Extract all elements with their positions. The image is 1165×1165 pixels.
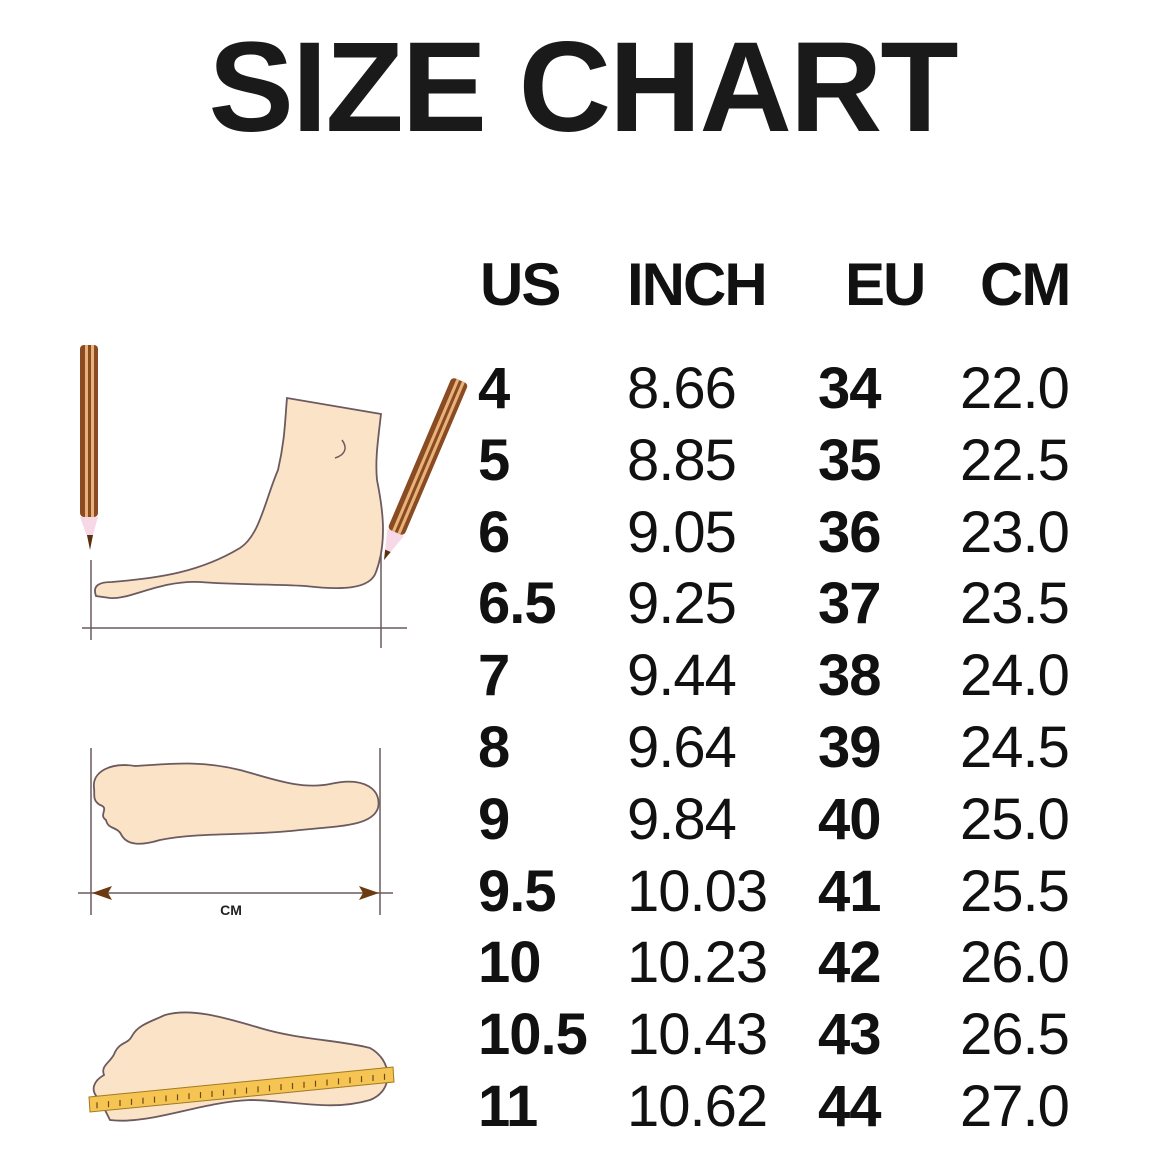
cell-cm: 26.0 xyxy=(960,930,1070,996)
cell-eu: 43 xyxy=(818,1002,882,1068)
cell-cm: 25.5 xyxy=(960,858,1070,924)
cell-cm: 25.0 xyxy=(960,786,1070,852)
cell-inch: 8.66 xyxy=(627,356,737,421)
cell-eu: 44 xyxy=(818,1074,882,1139)
cell-us: 9.5 xyxy=(478,858,557,924)
cell-eu: 34 xyxy=(818,356,882,421)
cell-cm: 24.5 xyxy=(960,715,1070,780)
cell-inch: 10.62 xyxy=(627,1074,768,1139)
cell-cm: 24.0 xyxy=(960,643,1070,709)
cell-eu: 41 xyxy=(818,858,882,924)
cell-eu: 38 xyxy=(818,643,882,709)
cell-us: 9 xyxy=(478,786,510,852)
side-foot-view xyxy=(82,396,407,648)
cell-us: 7 xyxy=(478,643,510,709)
cell-eu: 37 xyxy=(818,571,882,637)
cell-cm: 27.0 xyxy=(960,1074,1070,1139)
column-header-cm: CM xyxy=(980,251,1071,318)
column-header-inch: INCH xyxy=(627,251,768,318)
top-foot-view: CM xyxy=(78,748,393,918)
cell-cm: 23.5 xyxy=(960,571,1070,637)
cell-inch: 9.64 xyxy=(627,715,737,780)
cell-cm: 23.0 xyxy=(960,499,1070,565)
cell-inch: 10.23 xyxy=(627,930,768,996)
cell-inch: 8.85 xyxy=(627,427,737,493)
cell-us: 6 xyxy=(478,499,510,565)
cell-eu: 35 xyxy=(818,427,882,493)
cell-us: 5 xyxy=(478,427,510,493)
page-title: SIZE CHART xyxy=(208,16,959,159)
column-header-us: US xyxy=(480,251,561,318)
cell-us: 10 xyxy=(478,930,542,996)
cell-eu: 39 xyxy=(818,715,882,780)
cell-inch: 9.84 xyxy=(627,786,737,852)
cell-us: 8 xyxy=(478,715,510,780)
foot-with-ruler-view xyxy=(88,1011,395,1122)
pencil-right-icon xyxy=(384,378,468,560)
cell-cm: 22.5 xyxy=(960,427,1070,493)
cell-eu: 36 xyxy=(818,499,882,565)
cell-inch: 9.05 xyxy=(627,499,737,565)
cell-inch: 9.44 xyxy=(627,643,737,709)
cell-inch: 10.43 xyxy=(627,1002,768,1068)
cell-cm: 22.0 xyxy=(960,356,1070,421)
cell-inch: 9.25 xyxy=(627,571,737,637)
cell-us: 11 xyxy=(478,1074,538,1139)
cell-inch: 10.03 xyxy=(627,858,768,924)
cell-us: 4 xyxy=(478,356,510,421)
cell-eu: 42 xyxy=(818,930,882,996)
pencil-left-icon xyxy=(80,345,98,550)
cm-measure-label: CM xyxy=(220,902,242,918)
cell-us: 6.5 xyxy=(478,571,557,637)
cell-cm: 26.5 xyxy=(960,1002,1070,1068)
cell-us: 10.5 xyxy=(478,1002,588,1068)
cell-eu: 40 xyxy=(818,786,882,852)
column-header-eu: EU xyxy=(845,251,926,318)
